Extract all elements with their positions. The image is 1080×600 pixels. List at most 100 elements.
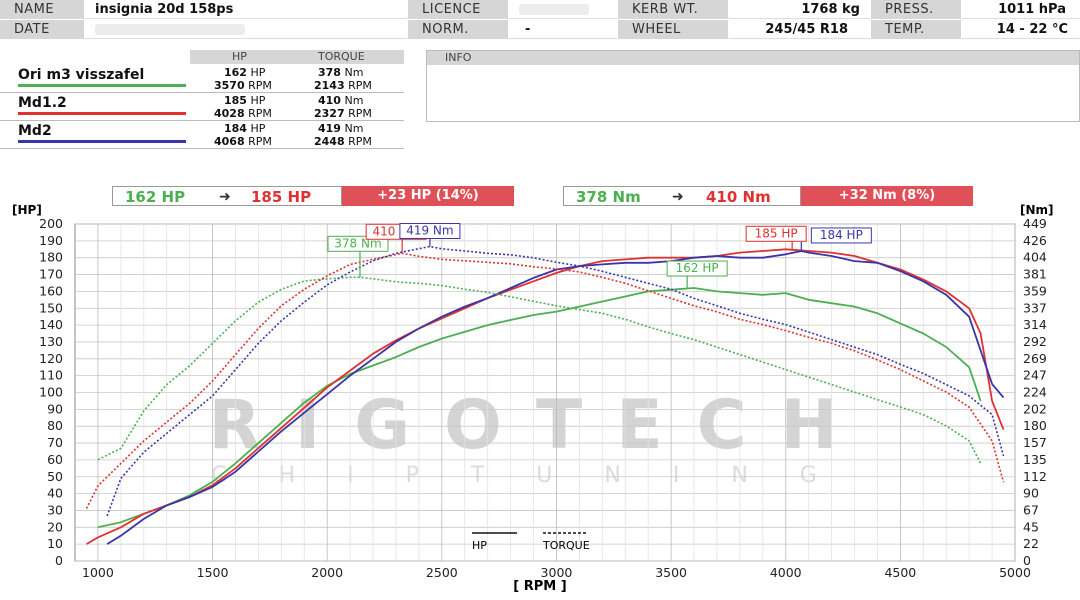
y-tick-right: 359 bbox=[1023, 283, 1047, 298]
hp-curve-ori-m3-visszafel bbox=[97, 287, 982, 529]
y-tick-right: 0 bbox=[1023, 553, 1031, 568]
watermark-line1: RIGOTECH bbox=[209, 386, 872, 465]
annotation-label: 184 HP bbox=[820, 228, 863, 242]
torque-summary-compare: 378 Nm ➜ 410 Nm bbox=[563, 186, 801, 206]
info-label: INFO bbox=[427, 51, 1079, 65]
press-value: 1011 hPa bbox=[962, 0, 1080, 19]
name-label: NAME bbox=[0, 0, 84, 19]
y-tick-right: 337 bbox=[1023, 300, 1047, 315]
nm-to: 410 Nm bbox=[706, 188, 771, 206]
y-tick-left: 80 bbox=[47, 418, 63, 433]
arrow-right-icon: ➜ bbox=[672, 189, 684, 205]
torque-value: 419 Nm bbox=[318, 122, 364, 135]
hp-value: 162 HP bbox=[224, 66, 266, 79]
hp-rpm: 4028 RPM bbox=[214, 107, 272, 120]
kerb-label: KERB WT. bbox=[618, 0, 728, 19]
y-tick-right: 90 bbox=[1023, 486, 1039, 501]
y-tick-right: 404 bbox=[1023, 250, 1047, 265]
x-tick: 2500 bbox=[426, 565, 458, 580]
chart-grid bbox=[74, 223, 1016, 562]
torque-rpm: 2327 RPM bbox=[314, 107, 372, 120]
y-tick-left: 60 bbox=[47, 452, 63, 467]
y-tick-left: 150 bbox=[39, 300, 63, 315]
y-tick-left: 90 bbox=[47, 401, 63, 416]
wheel-value: 245/45 R18 bbox=[729, 20, 870, 39]
annotation-box bbox=[399, 223, 461, 240]
y-tick-left: 50 bbox=[47, 469, 63, 484]
torque-curve-md2 bbox=[106, 245, 1005, 517]
licence-value-redacted bbox=[509, 0, 617, 19]
y-tick-left: 200 bbox=[39, 216, 63, 231]
x-tick: 2000 bbox=[311, 565, 343, 580]
y-tick-left: 20 bbox=[47, 519, 63, 534]
name-value: insignia 20d 158ps bbox=[85, 0, 407, 19]
hp-rpm: 3570 RPM bbox=[214, 79, 272, 92]
temp-label: TEMP. bbox=[871, 20, 961, 39]
hp-summary-compare: 162 HP ➜ 185 HP bbox=[112, 186, 342, 206]
x-tick: 4500 bbox=[884, 565, 916, 580]
y-tick-left: 70 bbox=[47, 435, 63, 450]
x-tick: 3500 bbox=[655, 565, 687, 580]
variant-name: Ori m3 visszafel bbox=[18, 67, 145, 83]
date-label: DATE bbox=[0, 20, 84, 39]
legend-hp-label: HP bbox=[472, 539, 487, 552]
y-tick-right: 426 bbox=[1023, 233, 1047, 248]
y-tick-left: 140 bbox=[39, 317, 63, 332]
x-tick: 1000 bbox=[82, 565, 114, 580]
annotation-label: 162 HP bbox=[676, 261, 719, 275]
hp-gain: +23 HP (14%) bbox=[342, 186, 514, 206]
header-row-1: NAME insignia 20d 158ps LICENCE KERB WT.… bbox=[0, 0, 1080, 19]
x-axis-label: [ RPM ] bbox=[513, 579, 566, 594]
y-tick-right: 292 bbox=[1023, 334, 1047, 349]
y-tick-left: 180 bbox=[39, 250, 63, 265]
y-tick-left: 160 bbox=[39, 283, 63, 298]
annotation-box bbox=[810, 227, 872, 244]
torque-value: 378 Nm bbox=[318, 66, 364, 79]
y-tick-right: 135 bbox=[1023, 452, 1047, 467]
x-tick: 4000 bbox=[770, 565, 802, 580]
values-table-header: HP TORQUE bbox=[190, 50, 404, 64]
y-tick-right: 67 bbox=[1023, 502, 1039, 517]
torque-rpm: 2448 RPM bbox=[314, 135, 372, 148]
values-row-ori: Ori m3 visszafel 162 HP 3570 RPM 378 Nm … bbox=[0, 65, 404, 93]
y-tick-left: 120 bbox=[39, 351, 63, 366]
legend-torque-label: TORQUE bbox=[542, 539, 590, 552]
annotation-label: 185 HP bbox=[755, 226, 798, 240]
y-tick-left: 130 bbox=[39, 334, 63, 349]
annotation-box bbox=[666, 260, 728, 277]
wheel-label: WHEEL bbox=[618, 20, 728, 39]
y-tick-left: 0 bbox=[55, 553, 63, 568]
variant-name: Md2 bbox=[18, 123, 52, 139]
y-tick-right: 45 bbox=[1023, 519, 1039, 534]
variant-name: Md1.2 bbox=[18, 95, 67, 111]
x-tick: 3000 bbox=[541, 565, 573, 580]
variant-color-line bbox=[18, 112, 186, 115]
nm-gain: +32 Nm (8%) bbox=[801, 186, 973, 206]
y-axis-right-label: [Nm] bbox=[1020, 203, 1054, 217]
annotation-box bbox=[327, 235, 389, 252]
temp-value: 14 - 22 °C bbox=[962, 20, 1080, 39]
y-tick-left: 40 bbox=[47, 486, 63, 501]
hp-value: 185 HP bbox=[224, 94, 266, 107]
norm-label: NORM. bbox=[408, 20, 508, 39]
y-tick-right: 314 bbox=[1023, 317, 1047, 332]
date-value-redacted bbox=[85, 20, 407, 39]
watermark-line2: CHIPTUNING bbox=[211, 463, 869, 488]
torque-curve-ori-m3-visszafel bbox=[97, 276, 982, 464]
torque-value: 410 Nm bbox=[318, 94, 364, 107]
y-tick-right: 157 bbox=[1023, 435, 1047, 450]
press-label: PRESS. bbox=[871, 0, 961, 19]
norm-value: - bbox=[509, 20, 617, 39]
hp-rpm: 4068 RPM bbox=[214, 135, 272, 148]
values-row-md2: Md2 184 HP 4068 RPM 419 Nm 2448 RPM bbox=[0, 121, 404, 149]
y-tick-right: 381 bbox=[1023, 267, 1047, 282]
annotation-label: 378 Nm bbox=[334, 236, 381, 250]
x-tick: 5000 bbox=[999, 565, 1031, 580]
variant-color-line bbox=[18, 140, 186, 143]
y-tick-left: 100 bbox=[39, 385, 63, 400]
y-tick-right: 112 bbox=[1023, 469, 1047, 484]
header-row-2: DATE NORM. - WHEEL 245/45 R18 TEMP. 14 -… bbox=[0, 20, 1080, 39]
values-row-md12: Md1.2 185 HP 4028 RPM 410 Nm 2327 RPM bbox=[0, 93, 404, 121]
y-tick-left: 170 bbox=[39, 267, 63, 282]
